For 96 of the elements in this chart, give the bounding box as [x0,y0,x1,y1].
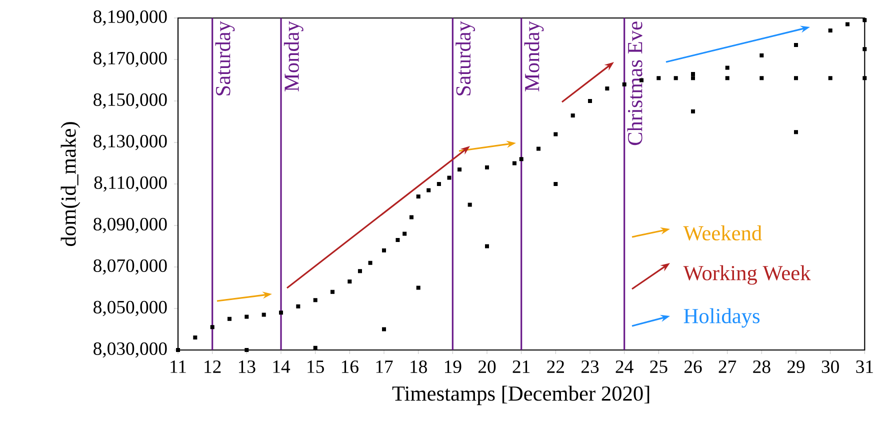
point [605,86,610,91]
y-tick-label: 8,110,000 [94,176,167,192]
x-tick-label: 25 [650,360,668,374]
point [426,188,431,192]
ref-line-label: Monday [284,21,304,92]
point [402,232,407,236]
point [176,348,180,352]
point [358,269,362,274]
point [396,238,400,242]
point [691,76,696,80]
point [348,280,352,284]
x-tick-label: 15 [308,360,324,373]
point [228,316,232,321]
x-tick-label: 16 [342,360,358,374]
x-tick-label: 12 [204,360,221,373]
point [554,132,558,136]
annotation: Working Week [683,265,811,285]
point [468,202,472,207]
point [536,146,541,151]
annotation: Weekend [683,225,762,241]
point [828,76,832,80]
point [760,53,764,58]
y-tick-label: 8,130,000 [94,134,167,150]
x-tick-label: 24 [616,360,634,373]
point [725,66,730,70]
point [691,72,696,76]
point [794,42,798,47]
point [588,98,592,103]
point [262,312,266,317]
point [862,47,867,52]
point [193,336,198,340]
x-tick-label: 26 [684,360,702,374]
point [512,161,516,166]
y-tick-label: 8,030,000 [94,342,167,358]
point [794,130,798,134]
y-tick-label: 8,190,000 [94,10,167,26]
point [656,76,661,80]
x-tick-label: 22 [547,360,564,373]
x-tick-label: 18 [410,360,427,374]
point [416,194,420,198]
point [244,314,249,319]
x-tick-label: 28 [753,360,770,374]
y-tick-label: 8,150,000 [94,93,167,109]
point [862,18,867,22]
y-tick-label: 8,070,000 [94,259,167,275]
x-tick-label: 30 [822,360,839,374]
x-tick-label: 27 [718,360,736,373]
point [485,165,490,170]
point [416,286,420,290]
ref-line-label: Christmas Eve [627,22,642,146]
point [436,182,441,186]
point [691,109,696,114]
y-tick-label: 8,050,000 [94,300,167,316]
point [447,176,452,180]
point [846,22,850,26]
point [674,76,678,80]
point [279,310,284,315]
ref-line-label: Saturday [456,21,476,96]
point [409,215,414,220]
point [725,76,730,80]
ref-line-label: Monday [524,21,544,92]
point [570,114,575,118]
x-tick-label: 23 [581,360,599,374]
point [519,157,524,162]
point [862,76,867,80]
x-tick-label: 13 [238,360,256,374]
x-tick-label: 31 [856,360,873,374]
point [330,290,335,294]
point [368,260,372,265]
point [554,182,558,186]
y-axis-title: dom(id_make) [60,122,80,246]
y-tick-label: 8,170,000 [94,52,167,68]
x-axis-title: Timestamps [December 2020] [392,386,650,406]
ref-line-label: Saturday [215,21,235,96]
x-tick-label: 20 [478,360,496,374]
point [382,327,386,332]
point [313,298,318,302]
point [313,346,318,350]
point [828,28,832,32]
x-tick-label: 11 [170,360,186,373]
point [458,167,462,172]
point [210,325,214,330]
point [485,244,490,248]
x-tick-label: 21 [512,360,530,373]
point [296,304,300,308]
x-tick-label: 14 [273,360,290,373]
point [622,82,626,86]
x-tick-label: 29 [787,360,805,374]
y-tick-label: 8,090,000 [94,218,167,234]
point [244,348,249,352]
x-tick-label: 19 [444,360,462,374]
point [794,76,798,80]
point [760,76,764,80]
annotation: Holidays [684,308,760,328]
point [382,248,386,252]
x-tick-label: 17 [376,360,393,373]
